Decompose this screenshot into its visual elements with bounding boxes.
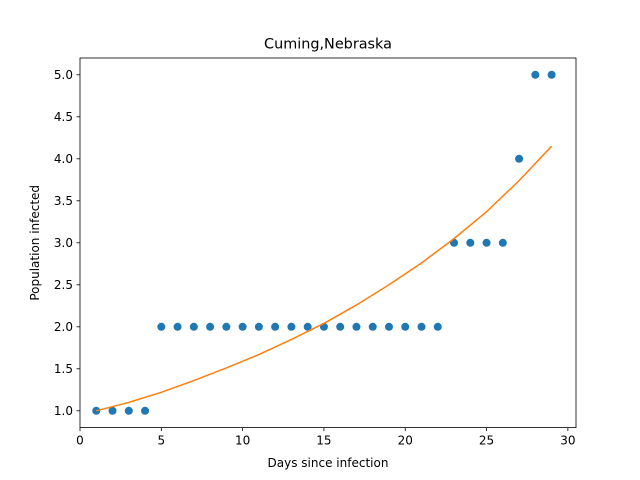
- x-tick-label: 20: [398, 434, 413, 448]
- y-tick-label: 3.0: [54, 236, 73, 250]
- data-point: [287, 322, 296, 331]
- x-tick-label: 0: [76, 434, 84, 448]
- data-point: [238, 322, 247, 331]
- data-point: [254, 322, 263, 331]
- data-point: [368, 322, 377, 331]
- y-tick-label: 4.0: [54, 152, 73, 166]
- y-tick-label: 1.5: [54, 362, 73, 376]
- data-point: [531, 70, 540, 79]
- data-point: [401, 322, 410, 331]
- data-point: [498, 238, 507, 247]
- data-point: [352, 322, 361, 331]
- data-point: [141, 406, 150, 415]
- x-tick-label: 15: [316, 434, 331, 448]
- data-point: [303, 322, 312, 331]
- data-point: [222, 322, 231, 331]
- fit-curve: [96, 145, 553, 412]
- data-point: [515, 154, 524, 163]
- chart-title: Cuming,Nebraska: [264, 37, 392, 53]
- data-point: [189, 322, 198, 331]
- data-point: [336, 322, 345, 331]
- y-tick-label: 1.0: [54, 404, 73, 418]
- data-point: [173, 322, 182, 331]
- data-point: [547, 70, 556, 79]
- data-point: [271, 322, 280, 331]
- y-tick-label: 5.0: [54, 68, 73, 82]
- data-point: [466, 238, 475, 247]
- data-point: [384, 322, 393, 331]
- y-tick-label: 4.5: [54, 110, 73, 124]
- x-axis-label: Days since infection: [268, 456, 389, 470]
- data-point: [108, 406, 117, 415]
- y-axis-label: Population infected: [28, 185, 42, 301]
- y-tick-label: 2.5: [54, 278, 73, 292]
- y-tick-label: 3.5: [54, 194, 73, 208]
- x-tick-label: 30: [560, 434, 575, 448]
- x-tick-label: 10: [235, 434, 250, 448]
- data-point: [433, 322, 442, 331]
- x-tick-label: 5: [157, 434, 165, 448]
- data-point: [482, 238, 491, 247]
- data-point: [206, 322, 215, 331]
- plot-area: [92, 70, 556, 415]
- y-tick-label: 2.0: [54, 320, 73, 334]
- data-point: [124, 406, 133, 415]
- x-tick-label: 25: [479, 434, 494, 448]
- data-point: [417, 322, 426, 331]
- data-point: [157, 322, 166, 331]
